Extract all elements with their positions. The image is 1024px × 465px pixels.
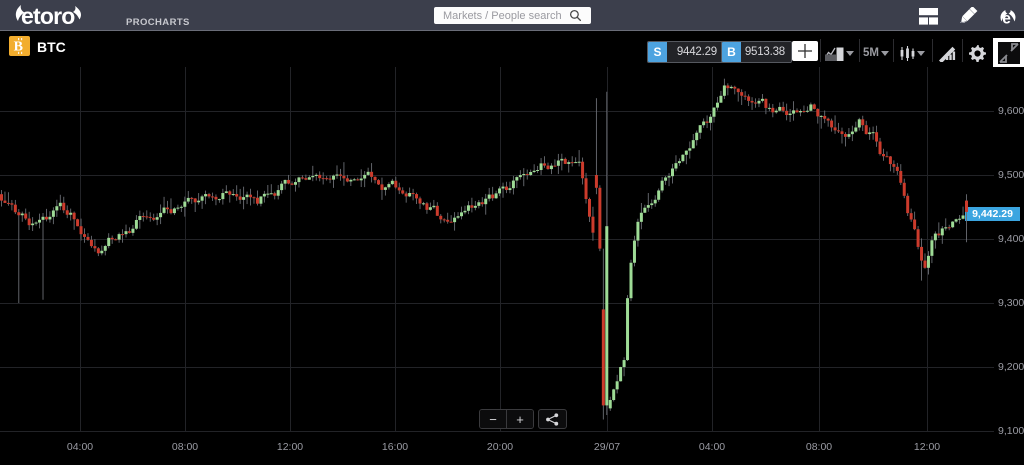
svg-text:e: e [1002,11,1011,27]
svg-text:etoro: etoro [21,3,75,28]
